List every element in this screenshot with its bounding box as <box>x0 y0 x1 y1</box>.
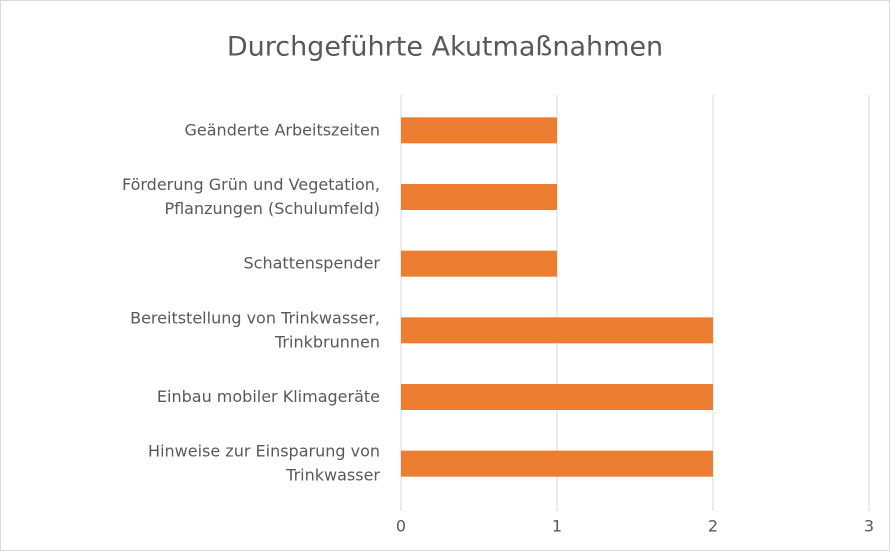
y-tick-label: Einbau mobiler Klimageräte <box>157 387 380 406</box>
bar <box>401 450 713 477</box>
bar <box>401 184 557 210</box>
y-tick-label: Bereitstellung von Trinkwasser, Trinkbrun… <box>130 308 380 351</box>
x-tick-label: 3 <box>864 517 874 536</box>
x-tick-label: 1 <box>552 517 562 536</box>
bar <box>401 250 557 277</box>
x-tick-label: 0 <box>396 517 406 536</box>
y-tick-label: Hinweise zur Einsparung von Trinkwasser <box>148 441 380 484</box>
y-tick-label: Schattenspender <box>244 253 381 272</box>
x-tick-label: 2 <box>708 517 718 536</box>
y-tick-label: Geänderte Arbeitszeiten <box>185 120 381 139</box>
bar <box>401 384 713 410</box>
y-tick-label: Förderung Grün und Vegetation, Pflanzunge… <box>122 175 380 218</box>
bar <box>401 317 713 344</box>
bar <box>401 117 557 144</box>
chart-title: Durchgeführte Akutmaßnahmen <box>227 32 663 63</box>
